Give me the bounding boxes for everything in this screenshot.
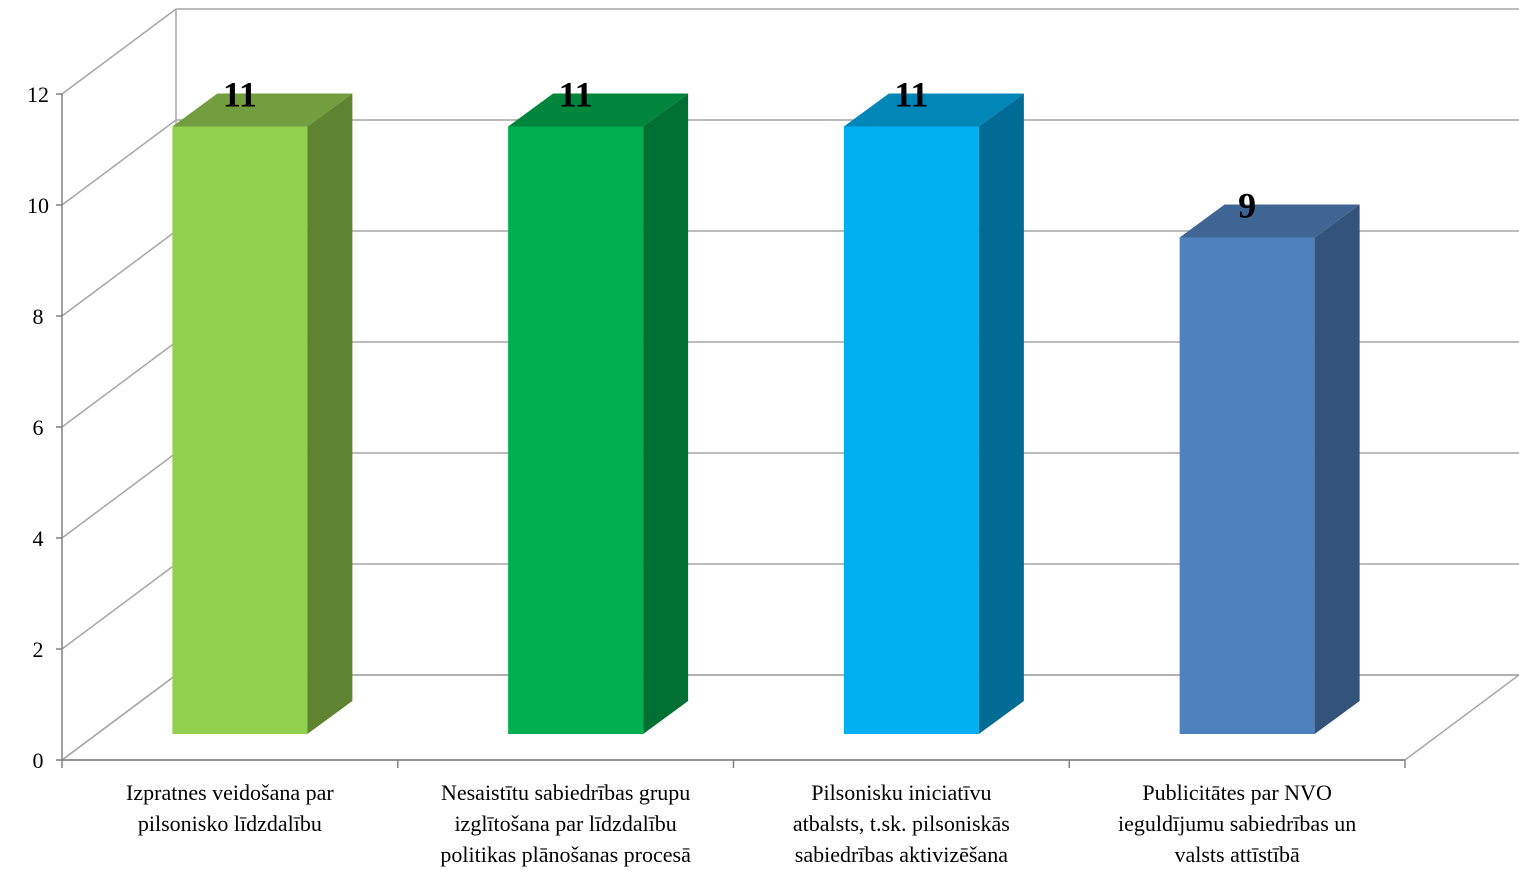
- bar-side: [643, 93, 689, 734]
- bar-front: [508, 126, 644, 734]
- bar: [508, 93, 689, 734]
- y-tick-label: 8: [33, 304, 44, 329]
- gridline-side: [61, 674, 177, 761]
- bar-top: [172, 93, 353, 127]
- category-label-line: atbalsts, t.sk. pilsoniskās: [792, 811, 1010, 836]
- category-label-line: ieguldījumu sabiedrības un: [1117, 811, 1357, 836]
- data-label: 9: [1238, 186, 1256, 226]
- category-label-line: politikas plānošanas procesā: [440, 842, 691, 867]
- data-labels: 11 11 11 9: [223, 75, 1256, 226]
- category-label: Nesaistītu sabiedrības grupu izglītošana …: [406, 777, 726, 870]
- category-label-line: Nesaistītu sabiedrības grupu: [440, 780, 691, 805]
- category-label-line: valsts attīstībā: [1174, 842, 1300, 867]
- bar-top: [1179, 204, 1360, 238]
- bar: [172, 93, 353, 734]
- category-label-line: sabiedrības aktivizēšana: [794, 842, 1008, 867]
- gridline-side: [61, 8, 177, 95]
- y-axis-ticks: 0 2 4 6 8 10 12: [27, 82, 62, 773]
- category-label-line: izglītošana par līdzdalību: [454, 811, 677, 836]
- bar-side: [978, 93, 1024, 734]
- category-label-line: Izpratnes veidošana par: [126, 780, 334, 805]
- gridline-side: [61, 119, 177, 206]
- gridline-side: [61, 452, 177, 539]
- bar: [843, 93, 1024, 734]
- category-label: Izpratnes veidošana par pilsonisko līdzda…: [70, 777, 390, 839]
- bar-front: [1179, 237, 1315, 734]
- category-label-line: pilsonisko līdzdalību: [137, 811, 322, 836]
- y-tick-label: 0: [33, 748, 44, 773]
- bar: [1179, 204, 1360, 734]
- bar-top: [508, 93, 689, 127]
- category-label: Publicitātes par NVO ieguldījumu sabiedrī…: [1077, 777, 1397, 870]
- category-label-line: Publicitātes par NVO: [1142, 780, 1332, 805]
- data-label: 11: [894, 75, 928, 115]
- bar-side: [307, 93, 353, 734]
- bar-top: [843, 93, 1024, 127]
- bar-side: [1314, 204, 1360, 734]
- gridline-side: [61, 563, 177, 650]
- y-tick-label: 4: [33, 526, 44, 551]
- y-tick-label: 12: [27, 82, 49, 107]
- bar-front: [843, 126, 979, 734]
- data-label: 11: [223, 75, 257, 115]
- y-tick-label: 2: [33, 637, 44, 662]
- gridline-side: [61, 341, 177, 428]
- data-label: 11: [559, 75, 593, 115]
- y-tick-label: 10: [27, 193, 49, 218]
- category-label-line: Pilsonisku iniciatīvu: [811, 780, 992, 805]
- gridline-side: [61, 230, 177, 317]
- bars: [172, 93, 1360, 734]
- category-label: Pilsonisku iniciatīvu atbalsts, t.sk. pil…: [741, 777, 1061, 870]
- y-tick-label: 6: [33, 415, 44, 440]
- bar-front: [172, 126, 308, 734]
